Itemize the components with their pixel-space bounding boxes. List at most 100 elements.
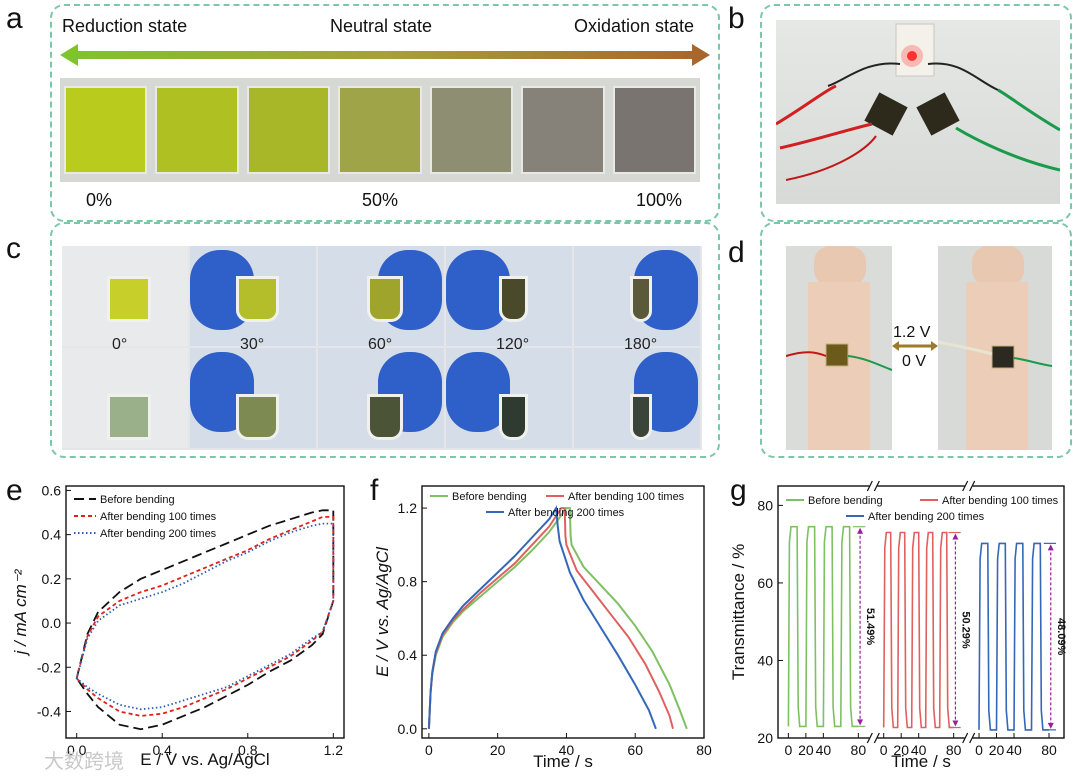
legend-entry: After bending 100 times: [942, 495, 1059, 507]
voltage-0-label: 0 V: [902, 353, 927, 370]
delta-percent-label: 48.09%: [1055, 618, 1067, 656]
wrist-illustration-right: [938, 246, 1052, 450]
bending-photo-cell: [574, 246, 700, 346]
bending-photo-cell: [190, 246, 316, 346]
bent-film: [107, 394, 151, 440]
y-tick-label: 0.2: [42, 571, 62, 587]
axis-break-mark: [962, 732, 969, 744]
y-tick-label: 0.0: [42, 615, 62, 631]
panel-e-letter: e: [6, 474, 23, 507]
panel-c-frame: [50, 222, 720, 458]
transmittance-series-line: [882, 531, 954, 729]
bending-photo-grid: 0° 30° 60° 120° 180°: [62, 246, 702, 450]
circuit-photo: [776, 20, 1060, 204]
bending-photo-cell: [446, 246, 572, 346]
delta-arrow-head: [1047, 544, 1054, 551]
legend-entry: After bending 200 times: [868, 511, 985, 523]
panel-d-frame: [760, 222, 1072, 458]
film-swatch: [340, 88, 420, 172]
y-tick-label: 0.4: [42, 527, 62, 543]
film-swatch: [614, 88, 694, 172]
x-tick-label: 40: [816, 742, 832, 758]
legend-entry: After bending 200 times: [100, 528, 217, 540]
panel-c-letter: c: [6, 232, 21, 265]
axis-break-mark: [962, 480, 969, 492]
panel-a-letter: a: [6, 2, 23, 35]
panel-f-letter: f: [370, 474, 379, 507]
y-tick-label: 60: [757, 575, 773, 591]
bend-angle-label: 0°: [112, 336, 128, 353]
cv-series-line: [75, 522, 335, 711]
axis-break-mark: [866, 732, 873, 744]
voltage-1-2-label: 1.2 V: [893, 324, 931, 341]
axis-break-gap: [964, 734, 973, 742]
x-tick-label: 80: [696, 742, 712, 758]
legend-entry: After bending 100 times: [100, 511, 217, 523]
y-tick-label: 0.8: [398, 574, 418, 590]
film-strip-photo: [60, 78, 700, 182]
delta-percent-label: 51.49%: [864, 608, 876, 646]
x-axis-label: E / V vs. Ag/AgCl: [140, 750, 269, 769]
axis-break-mark: [866, 480, 873, 492]
x-tick-label: 0: [784, 742, 792, 758]
x-tick-label: 40: [911, 742, 927, 758]
delta-arrow-head: [952, 533, 959, 540]
y-axis-label: E / V vs. Ag/AgCl: [373, 546, 392, 677]
x-tick-label: 0: [975, 742, 983, 758]
plot-frame: [777, 485, 1065, 739]
y-axis-label: j / mA cm⁻²: [11, 568, 30, 656]
transmittance-series-line: [787, 525, 859, 728]
pct-100-label: 100%: [636, 190, 683, 210]
axis-break-mark: [969, 480, 976, 492]
legend-entry: Before bending: [100, 494, 175, 506]
legend-entry: After bending 200 times: [508, 507, 625, 519]
y-tick-label: 20: [757, 730, 773, 746]
bent-film: [498, 394, 528, 440]
bending-photo-cell: [62, 246, 188, 346]
bend-angle-label: 30°: [240, 336, 265, 353]
axis-break-mark: [873, 732, 880, 744]
wrist-photo-right: [938, 246, 1052, 450]
gcd-series-line: [427, 507, 674, 730]
legend-entry: After bending 100 times: [568, 491, 685, 503]
cv-chart: 0.0 0.4 0.8 1.2 -0.4 -0.2 0.0 0.2 0.4 0.6 Before b…: [11, 482, 345, 769]
delta-arrow-head: [857, 719, 864, 726]
plot-frame: [65, 485, 345, 739]
x-tick-label: 0: [880, 742, 888, 758]
wrist-photo-left: [786, 246, 892, 450]
x-tick-label: 0.4: [152, 742, 172, 758]
x-axis-label: Time / s: [891, 752, 951, 771]
plot-frame: [421, 485, 705, 739]
x-tick-label: 80: [1041, 742, 1057, 758]
axis-break-mark: [969, 732, 976, 744]
y-tick-label: 0.4: [398, 647, 418, 663]
state-gradient-arrow: [60, 44, 710, 66]
bending-photo-cell: [62, 348, 188, 448]
voltage-switch-arrow: [892, 341, 938, 351]
bent-film: [630, 276, 652, 322]
bent-film: [235, 276, 279, 322]
film-swatch: [66, 88, 146, 172]
cv-series-line: [75, 509, 335, 731]
axis-break-mark: [873, 480, 880, 492]
delta-arrow-head: [952, 720, 959, 727]
axis-break-gap: [964, 482, 973, 490]
bent-film: [235, 394, 279, 440]
gcd-chart: 0 20 40 60 80 0.0 0.4 0.8 1.2 Before bending After…: [373, 485, 712, 771]
pct-50-label: 50%: [362, 190, 399, 210]
bent-film: [367, 276, 403, 322]
x-tick-label: 40: [559, 742, 575, 758]
x-tick-label: 80: [851, 742, 867, 758]
bent-film: [367, 394, 403, 440]
x-tick-label: 0.0: [67, 742, 87, 758]
delta-percent-label: 50.29%: [959, 611, 971, 649]
transmittance-series-line: [978, 542, 1049, 731]
panel-a-frame: [50, 4, 720, 222]
x-tick-label: 0.8: [238, 742, 258, 758]
delta-arrow-head: [1047, 722, 1054, 729]
wrist-illustration-left: [786, 246, 892, 450]
circuit-illustration: [776, 23, 1060, 181]
film-swatch: [248, 88, 329, 172]
x-tick-label: 20: [490, 742, 506, 758]
x-tick-label: 60: [627, 742, 643, 758]
